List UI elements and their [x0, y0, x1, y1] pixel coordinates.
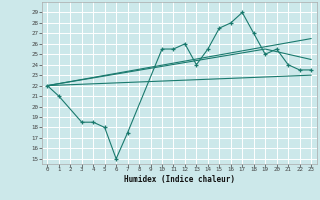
X-axis label: Humidex (Indice chaleur): Humidex (Indice chaleur) [124, 175, 235, 184]
